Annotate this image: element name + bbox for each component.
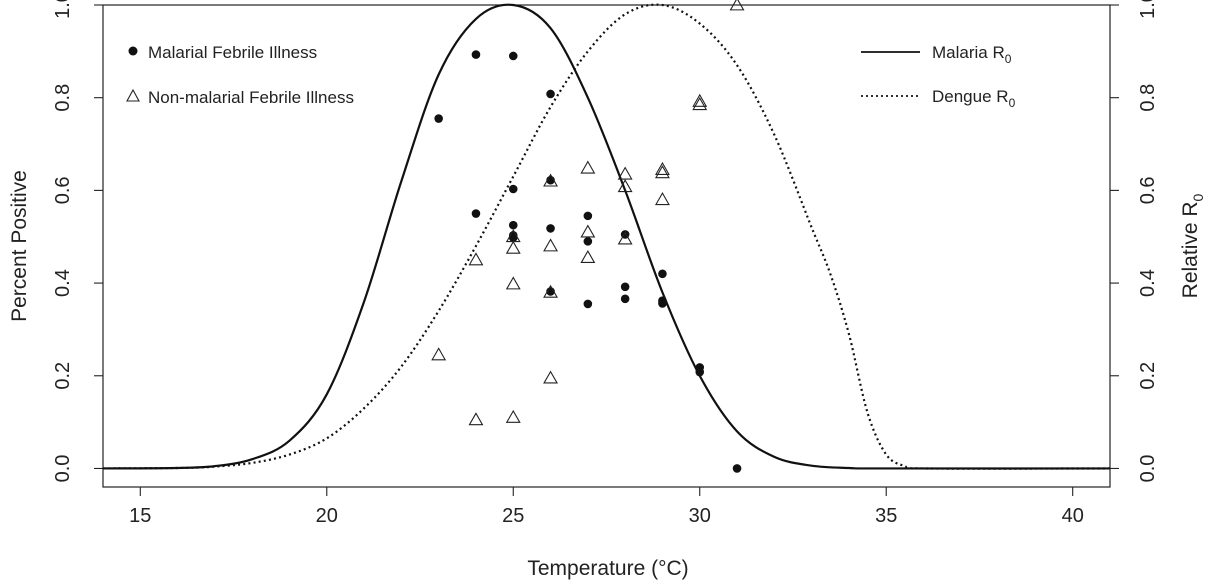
nonmalarial-point bbox=[505, 276, 521, 290]
y-tick-label-left: 1.0 bbox=[52, 0, 74, 19]
malarial-point bbox=[508, 184, 518, 194]
malarial-point bbox=[546, 89, 555, 99]
plot-frame bbox=[102, 4, 1111, 488]
x-tick-label: 15 bbox=[129, 505, 151, 527]
y-tick-label-left: 0.4 bbox=[52, 269, 74, 297]
x-tick-label: 20 bbox=[316, 505, 338, 527]
nonmalarial-point bbox=[692, 97, 708, 111]
x-tick-label: 30 bbox=[689, 505, 711, 527]
y-axis-label-right: Relative R0 bbox=[1179, 193, 1206, 298]
malarial-point bbox=[620, 294, 630, 304]
nonmalarial-point bbox=[654, 161, 670, 175]
points-layer bbox=[431, 0, 745, 473]
y-axis-right: 0.0 0.2 0.4 0.6 0.8 1.0 bbox=[1110, 0, 1159, 482]
malaria-r0-curve bbox=[102, 3, 1111, 470]
nonmalarial-point bbox=[543, 173, 559, 187]
legend-label-nonmalarial: Non-malarial Febrile Illness bbox=[148, 88, 354, 107]
y-tick-label-left: 0.0 bbox=[52, 455, 74, 483]
nonmalarial-point bbox=[468, 412, 484, 426]
x-axis-label: Temperature (°C) bbox=[527, 557, 688, 580]
legend-label-malarial: Malarial Febrile Illness bbox=[148, 43, 317, 62]
x-tick-label: 35 bbox=[875, 505, 897, 527]
malarial-point bbox=[471, 50, 481, 59]
malarial-point bbox=[583, 237, 593, 246]
y-axis-label-left: Percent Positive bbox=[8, 170, 31, 322]
y-tick-label-left: 0.6 bbox=[52, 176, 74, 204]
y-tick-label-right: 0.0 bbox=[1137, 455, 1159, 483]
nonmalarial-point bbox=[580, 249, 596, 264]
malarial-point bbox=[508, 220, 518, 230]
curves-layer bbox=[102, 3, 1111, 470]
legend-label-dengue-r0: Dengue R0 bbox=[932, 87, 1016, 110]
y-tick-label-right: 1.0 bbox=[1137, 0, 1159, 19]
nonmalarial-point bbox=[543, 238, 559, 252]
legend-points: Malarial Febrile Illness Non-malarial Fe… bbox=[126, 43, 354, 107]
y-axis-left: 0.0 0.2 0.4 0.6 0.8 1.0 bbox=[52, 0, 103, 482]
nonmalarial-point bbox=[654, 192, 670, 206]
y-tick-label-left: 0.8 bbox=[52, 84, 74, 112]
x-tick-label: 40 bbox=[1062, 505, 1084, 527]
nonmalarial-point bbox=[543, 284, 559, 298]
y-tick-label-right: 0.6 bbox=[1137, 176, 1159, 204]
malarial-point bbox=[658, 269, 667, 279]
malarial-point bbox=[583, 211, 593, 221]
nonmalarial-point bbox=[654, 165, 670, 179]
nonmalarial-point bbox=[505, 240, 521, 254]
malarial-point bbox=[546, 224, 555, 233]
legend-curves: Malaria R0 Dengue R0 bbox=[861, 43, 1016, 110]
malarial-point bbox=[732, 464, 742, 473]
malarial-point bbox=[583, 299, 593, 309]
nonmalarial-point bbox=[580, 160, 596, 174]
legend-circle-marker bbox=[128, 46, 138, 56]
nonmalarial-point bbox=[617, 166, 633, 180]
malarial-point bbox=[695, 367, 705, 377]
nonmalarial-point bbox=[692, 93, 708, 107]
malarial-point bbox=[658, 299, 667, 308]
nonmalarial-point bbox=[468, 252, 484, 266]
legend-triangle-marker bbox=[126, 88, 140, 102]
nonmalarial-point bbox=[617, 179, 633, 193]
y-tick-label-right: 0.4 bbox=[1137, 269, 1159, 297]
malarial-point bbox=[620, 282, 630, 292]
y-tick-label-right: 0.8 bbox=[1137, 84, 1159, 112]
nonmalarial-point bbox=[617, 231, 633, 245]
nonmalarial-point bbox=[543, 370, 559, 384]
nonmalarial-point bbox=[729, 0, 745, 11]
nonmalarial-point bbox=[431, 347, 447, 361]
y-tick-label-right: 0.2 bbox=[1137, 362, 1159, 390]
nonmalarial-point bbox=[580, 224, 596, 238]
y-tick-label-left: 0.2 bbox=[52, 362, 74, 390]
nonmalarial-point bbox=[505, 409, 521, 423]
y-axis-label-right-base: Relative R bbox=[1179, 201, 1202, 298]
dengue-r0-curve bbox=[102, 3, 1111, 470]
malarial-point bbox=[508, 233, 518, 242]
x-axis: 15 20 25 30 35 40 bbox=[129, 487, 1084, 527]
malarial-point bbox=[434, 114, 443, 123]
legend-label-malaria-r0: Malaria R0 bbox=[932, 43, 1012, 66]
y-axis-label-right-sub: 0 bbox=[1190, 193, 1206, 201]
x-tick-label: 25 bbox=[502, 505, 524, 527]
malarial-point bbox=[471, 209, 481, 218]
malarial-point bbox=[508, 51, 518, 61]
